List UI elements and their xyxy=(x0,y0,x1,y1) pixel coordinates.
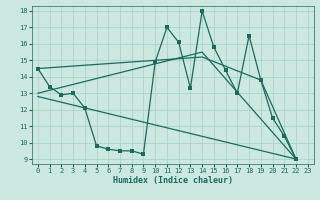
X-axis label: Humidex (Indice chaleur): Humidex (Indice chaleur) xyxy=(113,176,233,185)
